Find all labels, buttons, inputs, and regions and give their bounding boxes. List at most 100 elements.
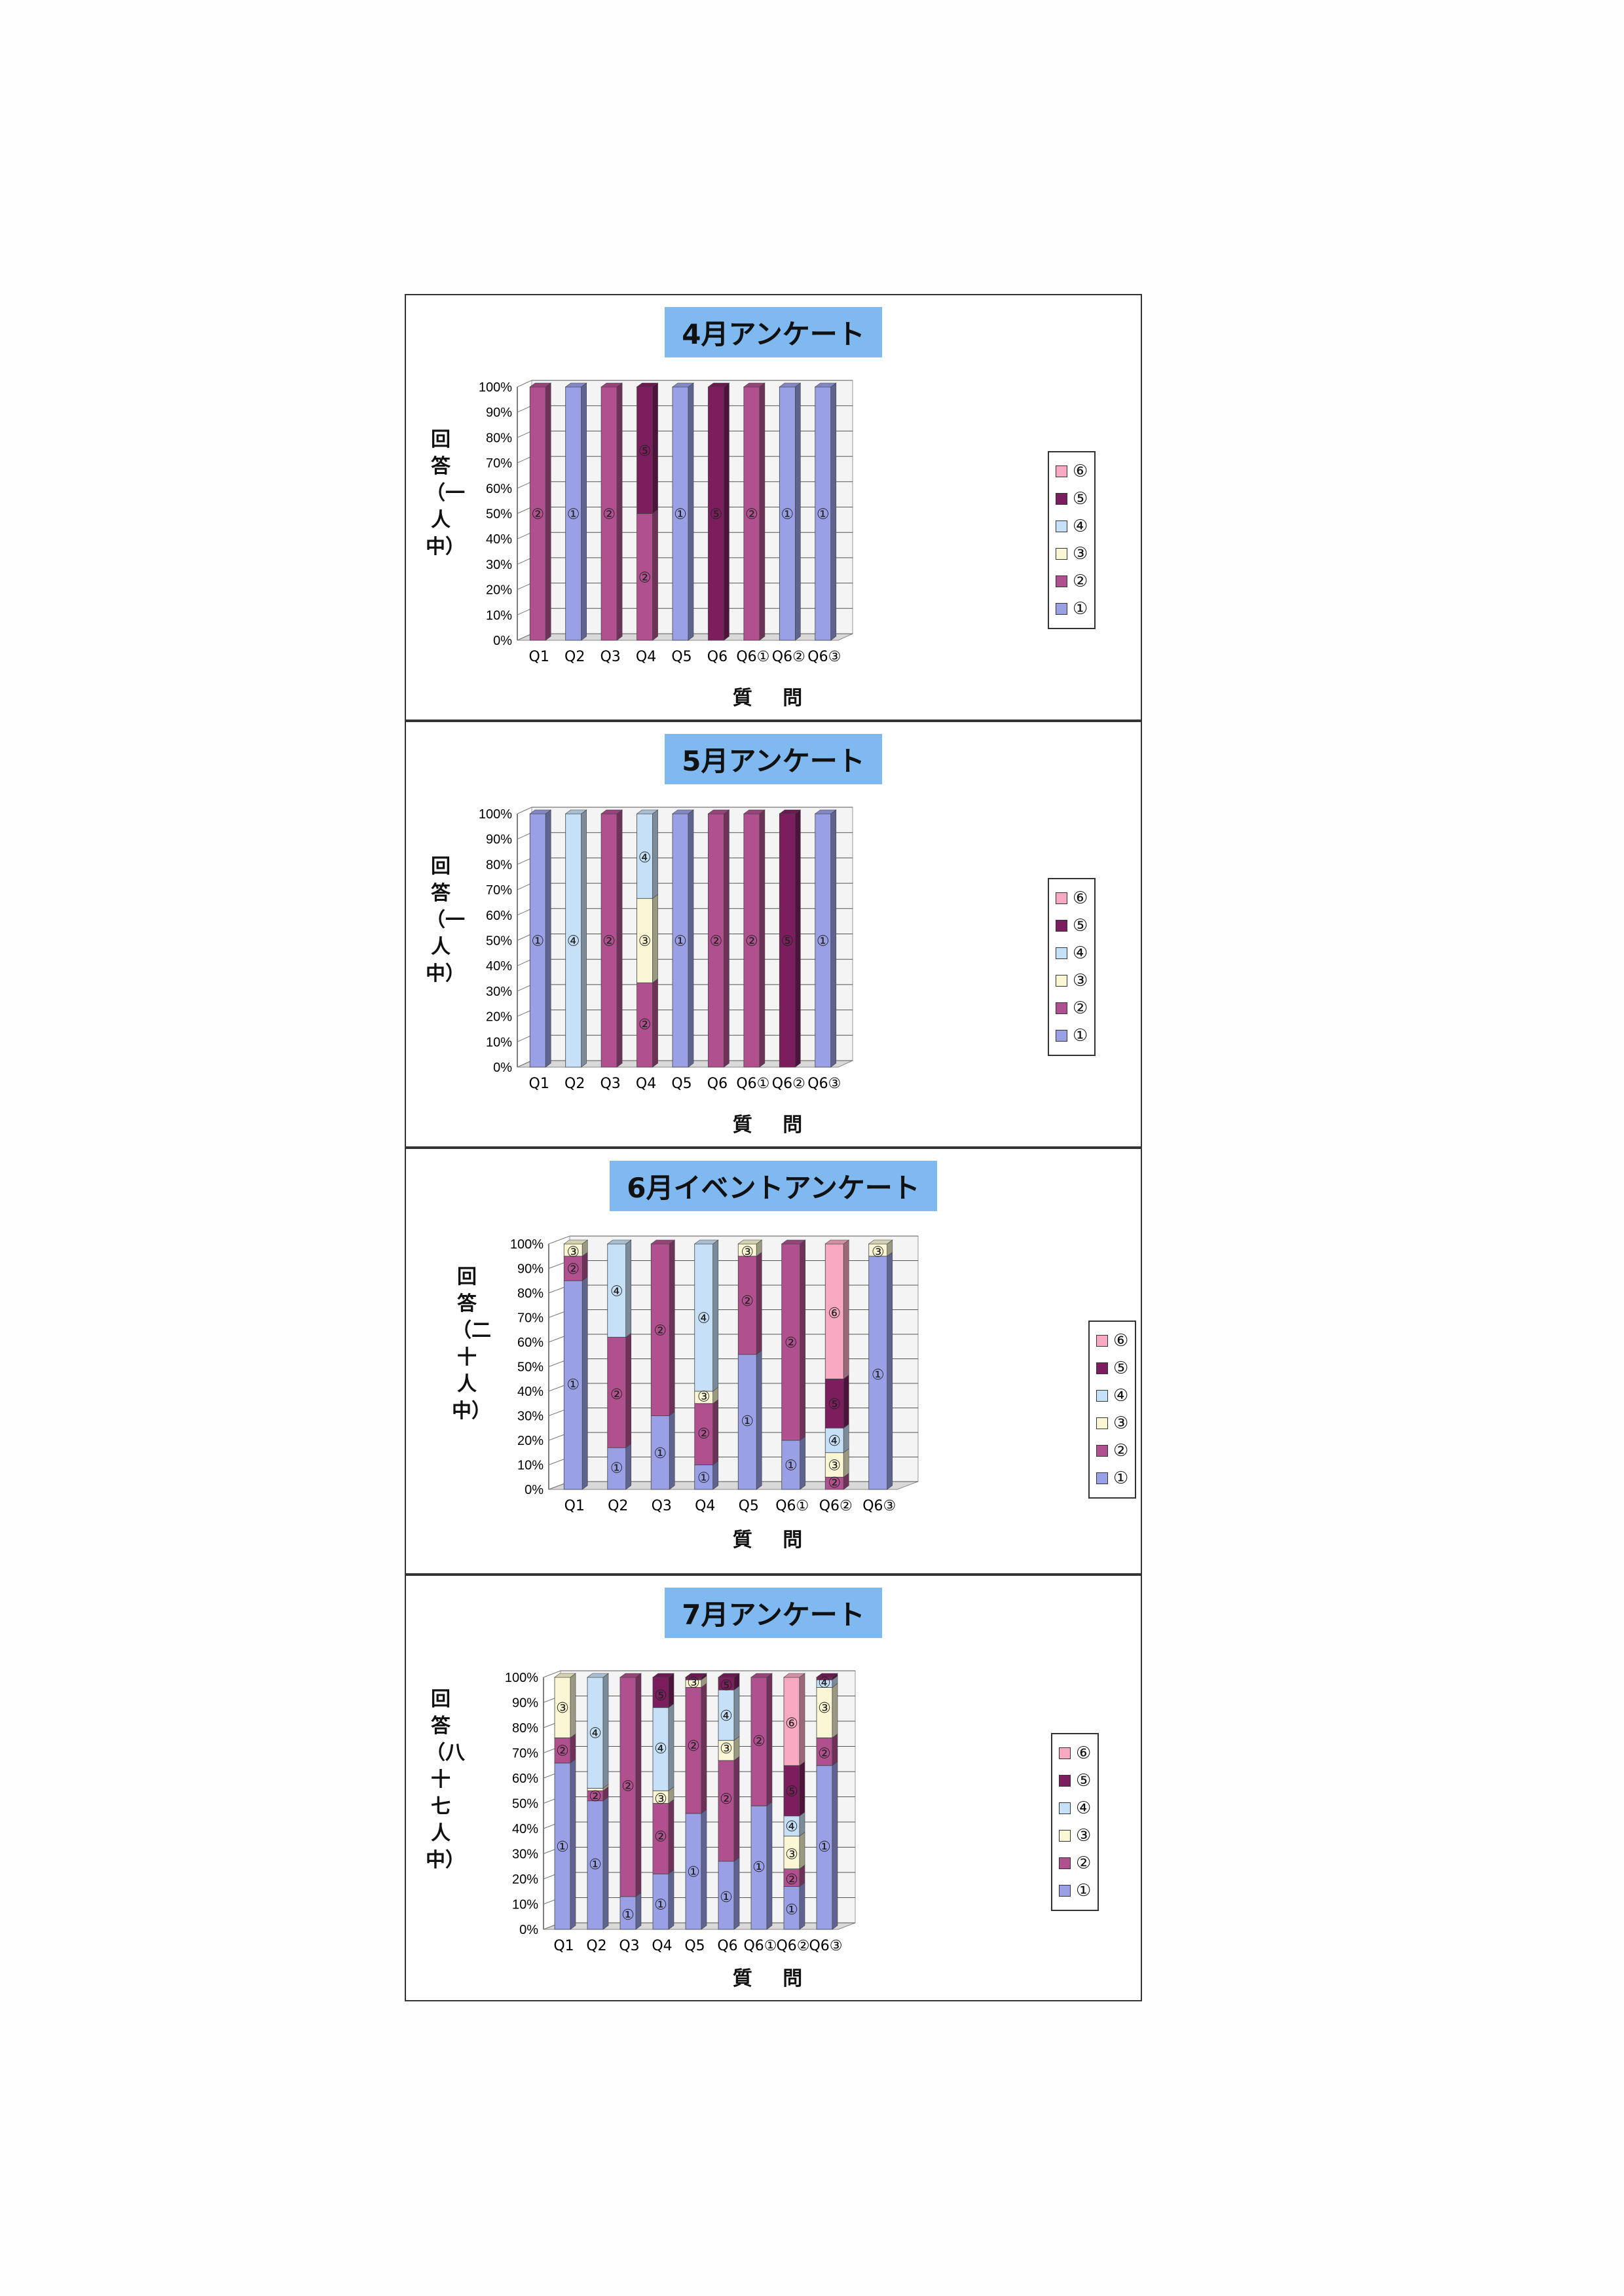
chart-title: 4月アンケート [665,307,882,357]
data-label: ④ [638,850,652,866]
data-label: ① [720,1889,733,1906]
bar-top [606,1239,632,1245]
data-label: ③ [638,934,652,950]
x-axis-label: 質 問 [732,1967,815,1990]
data-label: ③ [654,1791,667,1808]
legend-item-3: ③ [1059,1822,1091,1850]
data-label: ① [741,1413,754,1430]
data-label: ② [710,934,723,950]
x-tick-label: Q2 [564,1076,585,1092]
bar-segment [779,813,796,1068]
bar-segment-side [832,1733,838,1766]
x-tick-label: Q4 [652,1938,672,1954]
bar-segment [779,386,796,641]
grid-line-diag [517,557,532,565]
y-tick-label: 50% [486,507,512,522]
bar-segment-side [669,1239,675,1417]
x-tick-label: Q5 [739,1498,759,1514]
grid-line-diag [517,532,532,539]
chart-panel-july: 7月アンケート 回答（八十七人中） 0% 10% 20% 30% 40% 50% 60% 70… [405,1575,1142,2001]
data-label: ① [872,1367,885,1383]
y-tick-label: 40% [517,1385,544,1399]
bar-segment [824,1378,844,1429]
bar-segment-side [581,809,587,1068]
chart-panel-may: 5月アンケート 回答（一人中） 0% 10% 20% 30% 40% 50% 60% 70% 8… [405,721,1142,1148]
y-tick-label: 0% [493,634,512,648]
bar-top [529,382,552,388]
x-tick-label: Q2 [564,649,585,665]
chart-panel-june: 6月イベントアンケート 回答（二十人中） 0% 10% 20% 30% 40% 50% 60… [405,1148,1142,1575]
bar-top [779,809,802,814]
bar-segment [600,386,618,641]
legend: ⑥ ⑤ ④ ③ ② ① [1051,1733,1099,1911]
y-tick-label: 70% [512,1747,538,1761]
data-label: ③ [785,1847,798,1863]
legend-item-5: ⑤ [1056,912,1088,939]
bar-segment [529,386,546,641]
bar-segment [652,1803,669,1874]
data-label: ③ [556,1700,569,1717]
bar-segment-side [795,809,801,1068]
bar-segment-side [545,809,551,1068]
data-label: ③ [818,1700,831,1717]
bar-segment-side [759,809,766,1068]
grid-line-diag [517,380,532,388]
legend-item-4: ④ [1056,513,1088,540]
bar-segment [637,813,653,899]
bar-segment [750,1805,767,1930]
data-label: ③ [697,1389,710,1406]
data-label: ① [785,1902,798,1918]
bar-segment [783,1868,800,1887]
legend-item-6: ⑥ [1096,1327,1128,1355]
chart-title: 6月イベントアンケート [610,1161,937,1211]
x-tick-label: Q6③ [807,649,841,665]
y-tick-label: 20% [486,583,512,598]
data-label: ① [621,1907,635,1923]
bar-top [564,382,587,388]
y-tick-label: 100% [479,807,512,822]
bar-top [619,1673,642,1678]
bar-segment [607,1337,627,1448]
bar-segment [694,1243,714,1392]
legend-item-5: ⑤ [1059,1767,1091,1795]
bar-segment-side [795,382,801,641]
bar-top [868,1239,893,1245]
bar-top [600,809,623,814]
bar-segment-side [724,382,729,641]
grid-line-diag [517,1060,532,1068]
data-label: ④ [567,934,580,950]
y-tick-label: 60% [486,909,512,923]
legend-item-4: ④ [1056,939,1088,967]
x-tick-label: Q6③ [862,1498,896,1514]
data-label: ④ [697,1311,710,1327]
legend-item-2: ② [1059,1850,1091,1877]
bar-segment [694,1403,714,1465]
bar-segment [718,1760,735,1862]
bar-segment-side [625,1332,632,1448]
bar-segment-side [832,1761,838,1930]
x-tick-label: Q1 [529,1076,549,1092]
y-tick-label: 40% [512,1822,538,1836]
bar-top [636,382,659,388]
legend: ⑥ ⑤ ④ ③ ② ① [1048,451,1096,629]
plot-floor [548,1481,919,1490]
bar-segment [694,1465,714,1490]
bar-segment [783,1886,800,1930]
x-tick-label: Q3 [652,1498,672,1514]
bar-segment [600,813,618,1068]
data-label: ② [752,1733,766,1749]
data-label: ① [687,1864,700,1880]
x-tick-label: Q6② [772,1076,805,1092]
bar-top [650,1239,676,1245]
bar-segment [607,1447,627,1490]
data-label: ① [752,1859,766,1876]
data-label: ② [638,1017,652,1033]
grid-line-diag [517,857,532,865]
bar-segment [781,1243,801,1441]
y-tick-label: 80% [512,1721,538,1736]
data-label: ② [697,1426,710,1442]
grid-line-diag [517,633,532,641]
bar-top [554,1673,576,1678]
bar-top [563,1239,589,1245]
legend: ⑥ ⑤ ④ ③ ② ① [1048,878,1096,1056]
